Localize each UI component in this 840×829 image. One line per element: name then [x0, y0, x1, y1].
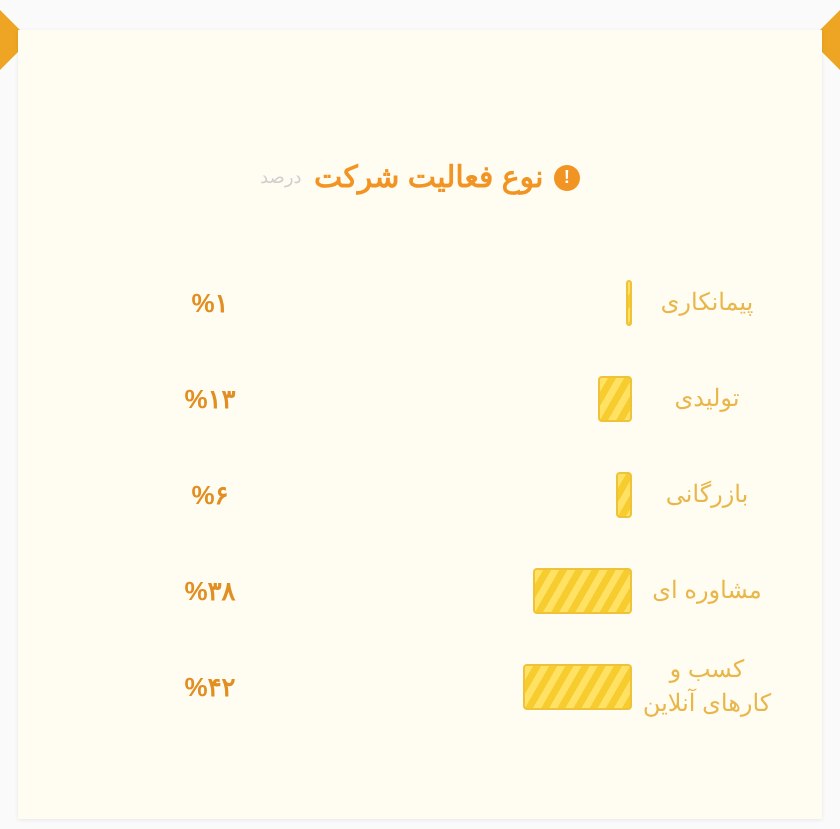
row-value: %۱	[58, 288, 362, 319]
bar-cell	[362, 568, 632, 614]
row-value: %۳۸	[58, 576, 362, 607]
chart-rows: پیمانکاری %۱ تولیدی %۱۳ بازرگانی %۶ مشاوره ای%…	[58, 255, 782, 735]
chart-title-block: ! نوع فعالیت شرکت درصد	[18, 160, 822, 195]
bar	[533, 568, 632, 614]
bar	[616, 472, 632, 518]
row-value: %۴۲	[58, 672, 362, 703]
bar	[523, 664, 632, 710]
row-label: کسب و کارهای آنلاین	[632, 653, 782, 720]
chart-row: پیمانکاری %۱	[58, 255, 782, 351]
row-value: %۶	[58, 480, 362, 511]
backdrop: ! نوع فعالیت شرکت درصد پیمانکاری %۱ تولیدی…	[0, 0, 840, 829]
chart-row: تولیدی %۱۳	[58, 351, 782, 447]
chart-title-suffix: درصد	[260, 167, 301, 187]
info-icon: !	[554, 165, 580, 191]
chart-row: مشاوره ای %۳۸	[58, 543, 782, 639]
bar	[598, 376, 632, 422]
row-value: %۱۳	[58, 384, 362, 415]
bar-cell	[362, 376, 632, 422]
chart-row: کسب و کارهای آنلاین %۴۲	[58, 639, 782, 735]
chart-title: نوع فعالیت شرکت	[314, 161, 543, 194]
row-label: مشاوره ای	[632, 574, 782, 608]
bar-cell	[362, 472, 632, 518]
row-label: بازرگانی	[632, 478, 782, 512]
bar-cell	[362, 280, 632, 326]
chart-row: بازرگانی %۶	[58, 447, 782, 543]
bar	[626, 280, 632, 326]
row-label: تولیدی	[632, 382, 782, 416]
row-label: پیمانکاری	[632, 286, 782, 320]
bar-cell	[362, 664, 632, 710]
chart-panel: ! نوع فعالیت شرکت درصد پیمانکاری %۱ تولیدی…	[18, 30, 822, 819]
